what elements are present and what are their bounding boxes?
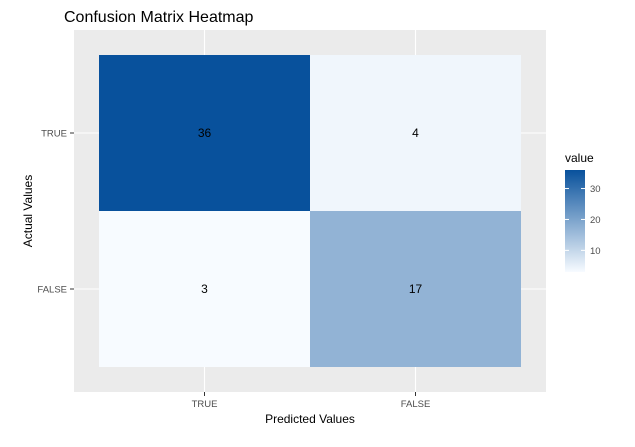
color-legend: value 10 20 30 [565,151,601,272]
legend-tick-label: 20 [590,215,601,226]
y-tick-label: TRUE [41,129,67,140]
legend-tick-label: 30 [590,184,601,195]
x-axis-title: Predicted Values [265,412,355,426]
x-tick-label: TRUE [192,399,218,410]
heatmap-value-labels: 36 4 3 17 [198,126,423,296]
y-axis-title: Actual Values [21,175,35,248]
y-axis: TRUE FALSE [37,129,74,296]
heatmap-cells [99,55,521,367]
cell-value-label: 3 [201,282,208,296]
legend-title: value [565,151,594,165]
heatmap-cell [99,55,310,211]
chart-title: Confusion Matrix Heatmap [64,9,254,26]
cell-value-label: 17 [409,282,423,296]
cell-value-label: 36 [198,126,212,140]
cell-value-label: 4 [412,126,419,140]
heatmap-cell [310,211,521,367]
heatmap-cell [99,211,310,367]
x-axis: TRUE FALSE [192,392,431,410]
legend-colorbar [565,170,585,272]
heatmap-cell [310,55,521,211]
x-tick-label: FALSE [401,399,431,410]
y-tick-label: FALSE [37,285,67,296]
legend-ticks: 10 20 30 [565,184,601,257]
legend-tick-label: 10 [590,246,601,257]
